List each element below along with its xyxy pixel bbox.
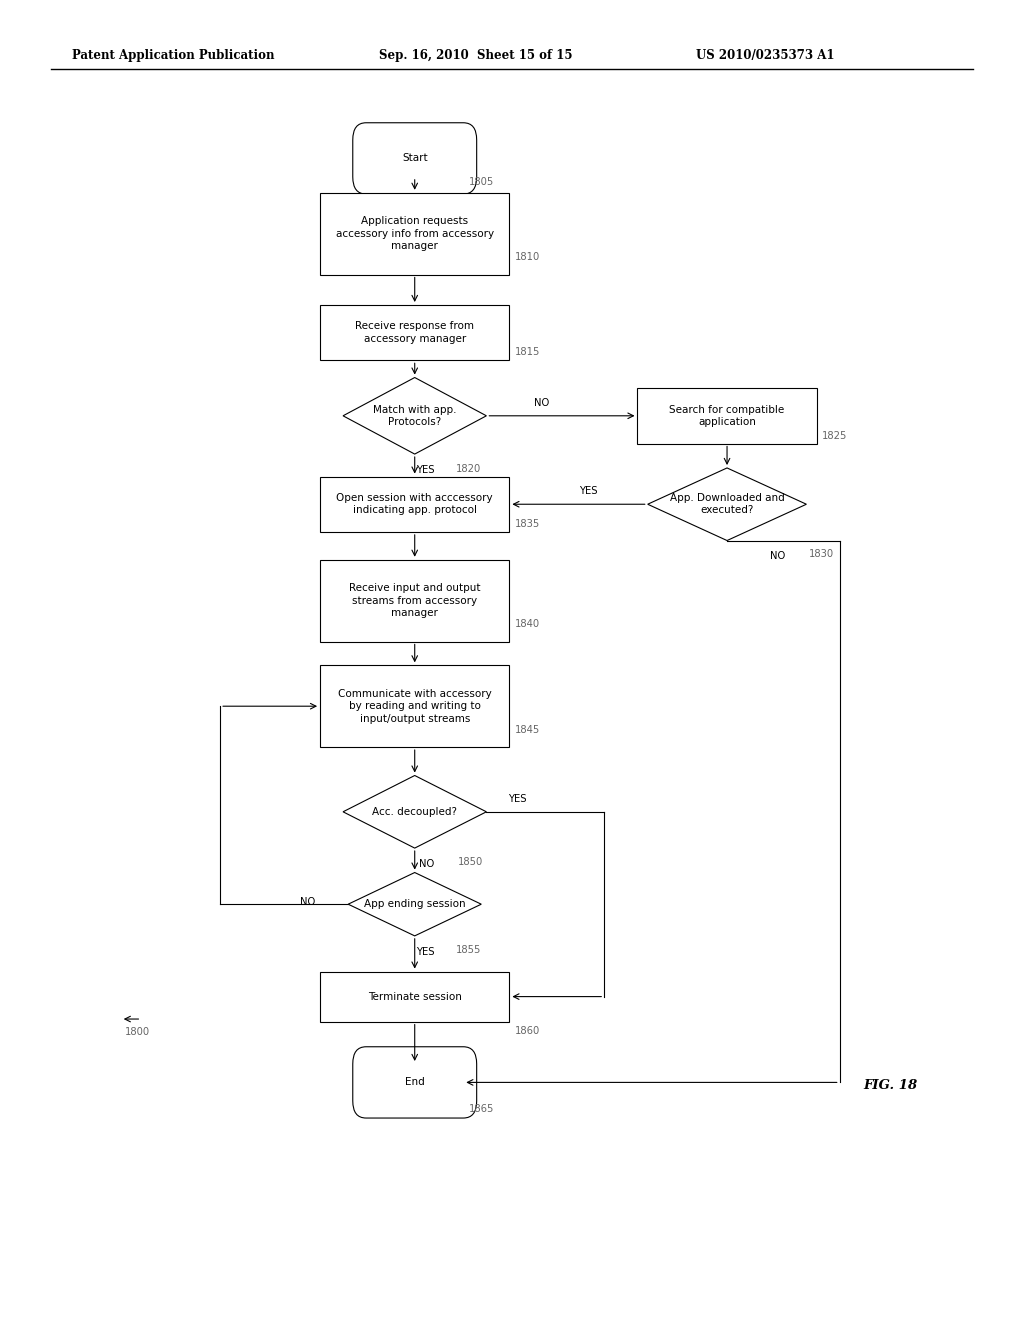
Text: 1855: 1855 [456, 945, 481, 956]
Text: App ending session: App ending session [364, 899, 466, 909]
Text: 1865: 1865 [469, 1104, 494, 1114]
Text: 1835: 1835 [515, 519, 540, 529]
FancyBboxPatch shape [319, 560, 510, 642]
Text: NO: NO [420, 859, 434, 869]
Text: 1805: 1805 [469, 177, 494, 187]
Text: YES: YES [416, 465, 434, 475]
Text: 1820: 1820 [456, 463, 481, 474]
FancyBboxPatch shape [319, 193, 510, 275]
Text: 1860: 1860 [515, 1026, 540, 1036]
Text: Sep. 16, 2010  Sheet 15 of 15: Sep. 16, 2010 Sheet 15 of 15 [379, 49, 572, 62]
Text: Receive response from
accessory manager: Receive response from accessory manager [355, 322, 474, 343]
Text: Open session with acccessory
indicating app. protocol: Open session with acccessory indicating … [337, 494, 493, 515]
Text: Acc. decoupled?: Acc. decoupled? [372, 807, 458, 817]
Text: 1840: 1840 [515, 619, 540, 630]
FancyBboxPatch shape [352, 123, 477, 194]
Text: 1845: 1845 [515, 725, 540, 735]
Text: Terminate session: Terminate session [368, 991, 462, 1002]
Text: 1825: 1825 [821, 430, 847, 441]
Text: Communicate with accessory
by reading and writing to
input/output streams: Communicate with accessory by reading an… [338, 689, 492, 723]
Text: YES: YES [416, 946, 434, 957]
Text: Receive input and output
streams from accessory
manager: Receive input and output streams from ac… [349, 583, 480, 618]
FancyBboxPatch shape [637, 388, 816, 444]
Text: Match with app.
Protocols?: Match with app. Protocols? [373, 405, 457, 426]
FancyBboxPatch shape [319, 305, 510, 360]
Text: Search for compatible
application: Search for compatible application [670, 405, 784, 426]
Text: NO: NO [770, 552, 785, 561]
Text: US 2010/0235373 A1: US 2010/0235373 A1 [696, 49, 835, 62]
Polygon shape [348, 873, 481, 936]
FancyBboxPatch shape [319, 665, 510, 747]
Text: YES: YES [508, 793, 526, 804]
FancyBboxPatch shape [352, 1047, 477, 1118]
Text: 1815: 1815 [515, 347, 540, 358]
Polygon shape [647, 469, 807, 541]
Text: 1830: 1830 [809, 549, 834, 560]
Text: Patent Application Publication: Patent Application Publication [72, 49, 274, 62]
FancyBboxPatch shape [319, 477, 510, 532]
Text: Start: Start [401, 153, 428, 164]
Text: NO: NO [534, 397, 549, 408]
Text: NO: NO [300, 896, 315, 907]
Text: FIG. 18: FIG. 18 [864, 1078, 918, 1092]
Text: App. Downloaded and
executed?: App. Downloaded and executed? [670, 494, 784, 515]
FancyBboxPatch shape [319, 972, 510, 1022]
Text: 1810: 1810 [515, 252, 540, 263]
Text: YES: YES [580, 486, 598, 496]
Polygon shape [343, 776, 486, 849]
Text: 1800: 1800 [125, 1027, 151, 1038]
Text: Application requests
accessory info from accessory
manager: Application requests accessory info from… [336, 216, 494, 251]
Polygon shape [343, 378, 486, 454]
Text: End: End [404, 1077, 425, 1088]
Text: 1850: 1850 [458, 857, 483, 867]
